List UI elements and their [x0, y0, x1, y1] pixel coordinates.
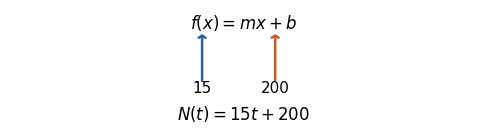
Text: 15: 15 — [192, 81, 212, 96]
Text: 200: 200 — [261, 81, 290, 96]
Text: $f(x) = mx + b$: $f(x) = mx + b$ — [190, 13, 297, 33]
Text: $N(t) = 15t + 200$: $N(t) = 15t + 200$ — [177, 104, 310, 124]
